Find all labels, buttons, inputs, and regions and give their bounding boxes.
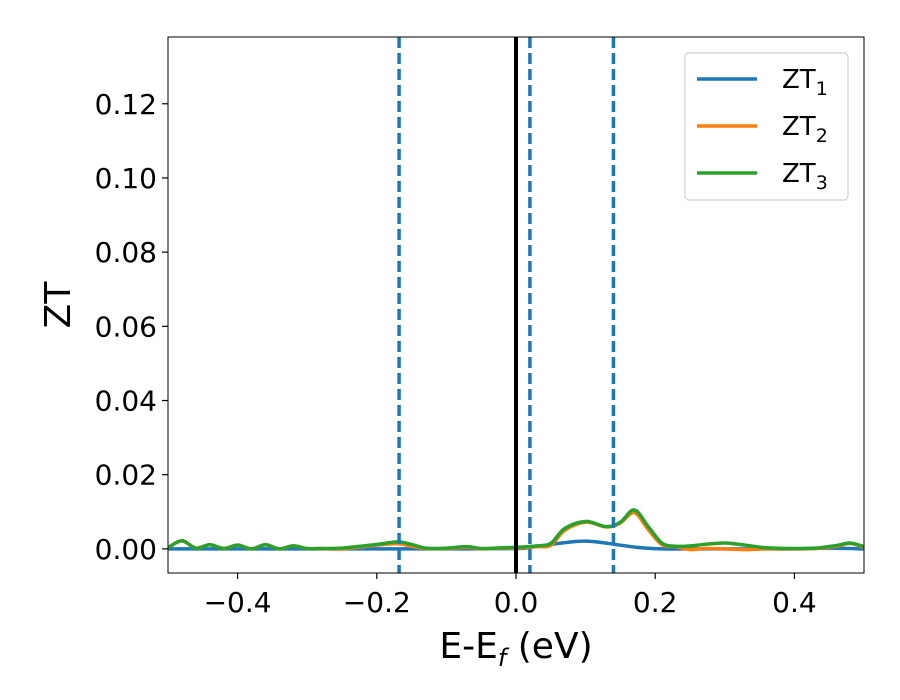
x-axis-label-main: E-E (439, 626, 497, 667)
legend-label-zt3: ZT3 (782, 159, 828, 194)
legend: ZT1 ZT2 ZT3 (684, 52, 849, 201)
y-axis-label: ZT (38, 281, 79, 329)
legend-box (684, 52, 849, 201)
series-line-zt3 (168, 508, 864, 551)
x-axis-label: E-Ef (eV) (439, 626, 592, 672)
x-tick-label: −0.4 (204, 586, 272, 619)
y-tick-label: 0.12 (95, 88, 157, 121)
x-tick-label: 0.4 (772, 586, 817, 619)
x-axis: −0.4 −0.2 0.0 0.2 0.4 (204, 573, 817, 619)
y-tick-label: 0.08 (95, 236, 157, 269)
y-tick-label: 0.06 (95, 310, 157, 343)
legend-label-zt1: ZT1 (782, 65, 828, 100)
reference-lines (397, 37, 616, 573)
x-tick-label: 0.0 (494, 586, 539, 619)
y-tick-label: 0.02 (95, 459, 157, 492)
data-layer (168, 508, 864, 552)
y-tick-label: 0.10 (95, 162, 157, 195)
y-tick-label: 0.04 (95, 385, 157, 418)
y-tick-label: 0.00 (95, 533, 157, 566)
legend-label-zt2: ZT2 (782, 112, 828, 147)
x-tick-label: −0.2 (343, 586, 411, 619)
x-tick-label: 0.2 (633, 586, 678, 619)
x-axis-label-unit: (eV) (506, 626, 592, 667)
y-axis: 0.00 0.02 0.04 0.06 0.08 0.10 0.12 (95, 88, 168, 566)
